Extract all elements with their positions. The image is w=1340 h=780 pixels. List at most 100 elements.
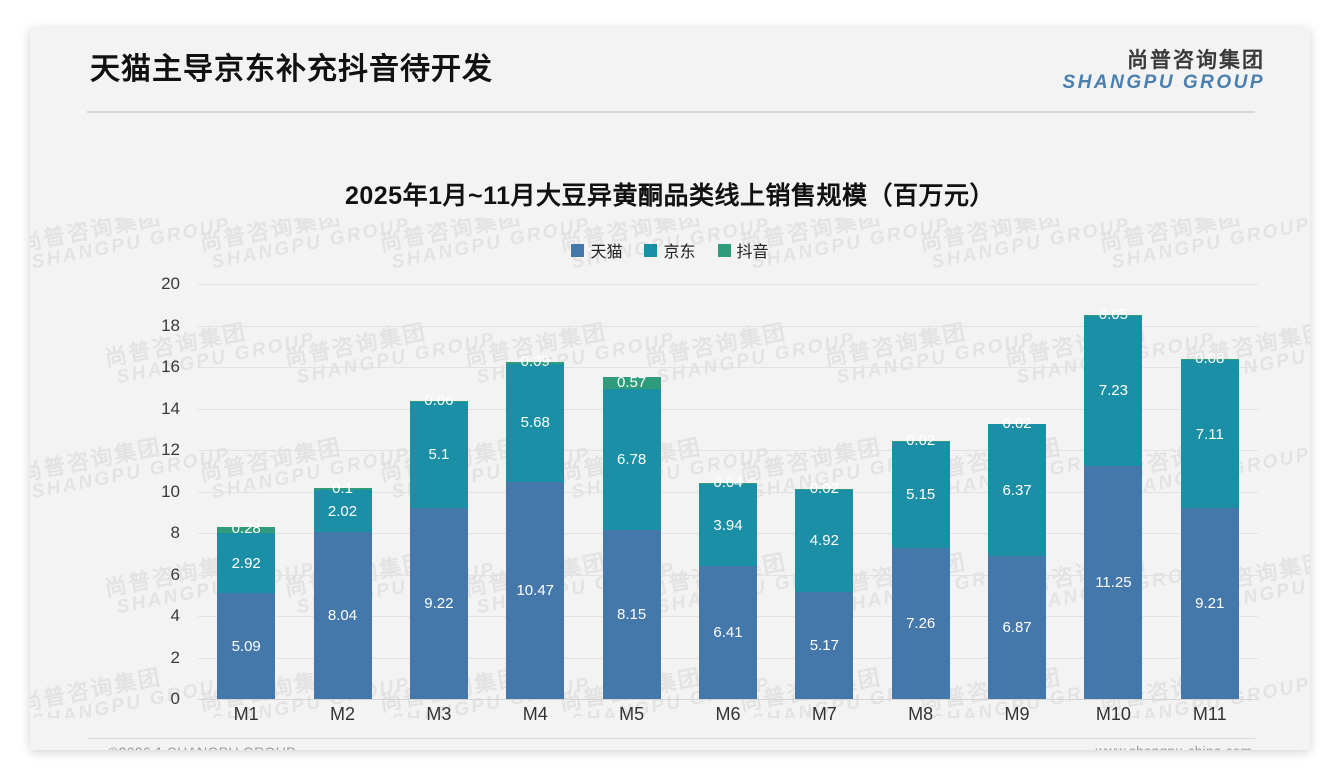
- bar-segment-天猫[interactable]: 7.26: [891, 548, 950, 699]
- brand-logo: 尚普咨询集团 SHANGPU GROUP: [1062, 49, 1265, 94]
- bar-segment-抖音[interactable]: 0.57: [602, 373, 661, 391]
- y-axis-tick: 2: [170, 647, 180, 667]
- bar-segment-天猫[interactable]: 8.15: [602, 529, 661, 699]
- bar-segment-京东[interactable]: 5.68: [506, 363, 565, 482]
- bar-column[interactable]: 0.1 2.02 8.04: [313, 284, 372, 699]
- x-axis-label: M1: [233, 704, 259, 724]
- legend-label: 京东: [663, 244, 696, 261]
- bar-segment-京东[interactable]: 3.94: [698, 484, 757, 566]
- bar-segment-京东[interactable]: 6.78: [602, 389, 661, 530]
- x-axis-label: M10: [1095, 704, 1131, 724]
- y-axis-tick: 6: [170, 564, 180, 584]
- bar-segment-京东[interactable]: 2.92: [217, 532, 276, 594]
- bar-column[interactable]: 0.08 7.11 9.21: [1180, 284, 1239, 699]
- footer-divider: [87, 738, 1255, 739]
- x-axis-label: M9: [1004, 704, 1030, 724]
- bar-segment-天猫[interactable]: 9.21: [1180, 507, 1239, 699]
- footer-copyright: ©2026.1 SHANGPU GROUP: [108, 744, 296, 750]
- bar-column[interactable]: 0.57 6.78 8.15: [602, 284, 661, 699]
- gridline: [198, 325, 1258, 327]
- y-axis-tick: 10: [161, 481, 180, 501]
- bar-value-label: 5.15: [906, 486, 936, 504]
- chart-title: 2025年1月~11月大豆异黄酮品类线上销售规模（百万元）: [344, 182, 996, 210]
- bar-column[interactable]: 0.06 5.1 9.22: [409, 284, 468, 699]
- bar-column[interactable]: 0.28 2.92 5.09: [217, 284, 276, 699]
- bar-value-label: 0.57: [617, 373, 647, 391]
- bar-segment-京东[interactable]: 5.15: [891, 441, 950, 549]
- legend-item-抖音[interactable]: 抖音: [717, 238, 769, 262]
- bar-value-label: 4.92: [809, 532, 839, 550]
- y-axis-tick: 18: [161, 315, 180, 335]
- legend-label: 天猫: [590, 244, 623, 261]
- bar-column[interactable]: 0.09 5.68 10.47: [506, 284, 565, 699]
- y-axis-tick: 0: [170, 689, 180, 708]
- bar-segment-天猫[interactable]: 6.87: [988, 556, 1047, 699]
- slide-header: 天猫主导京东补充抖音待开发 尚普咨询集团 SHANGPU GROUP: [30, 28, 1310, 113]
- plot-area: 0.28 2.92 5.09 0.1 2.02 8.04 0.06 5.1 9.22 0.09 5.…: [198, 284, 1258, 700]
- bar-value-label: 9.22: [424, 594, 454, 612]
- bar-value-label: 8.04: [327, 607, 358, 625]
- y-axis-tick: 14: [161, 398, 180, 418]
- bar-segment-京东[interactable]: 7.23: [1084, 315, 1143, 466]
- x-axis-label: M7: [811, 704, 837, 724]
- bar-segment-京东[interactable]: 4.92: [795, 489, 854, 592]
- legend-swatch-icon: [571, 243, 585, 257]
- x-axis-label: M8: [908, 704, 934, 724]
- bar-column[interactable]: 0.02 5.15 7.26: [891, 284, 950, 699]
- bar-column[interactable]: 0.02 4.92 5.17: [795, 284, 854, 699]
- logo-english-text: SHANGPU GROUP: [1062, 72, 1265, 94]
- bar-column[interactable]: 0.02 6.37 6.87: [988, 284, 1047, 699]
- bar-segment-京东[interactable]: 7.11: [1180, 360, 1239, 508]
- bar-segment-天猫[interactable]: 6.41: [698, 566, 757, 699]
- gridline: [198, 450, 1258, 451]
- x-axis-label: M2: [330, 704, 356, 724]
- bar-value-label: 6.87: [1002, 619, 1032, 637]
- bar-series-group: 0.28 2.92 5.09 0.1 2.02 8.04 0.06 5.1 9.22 0.09 5.…: [198, 284, 1258, 699]
- bar-segment-天猫[interactable]: 5.09: [217, 593, 276, 699]
- chart-container: 尚普咨询集团 SHANGPU GROUP 尚普咨询集团 SHANGPU GROUP 尚普…: [30, 218, 1310, 724]
- y-axis-tick: 16: [161, 357, 180, 376]
- footer-website: www.shangpu-china.com: [1096, 744, 1252, 750]
- bar-segment-京东[interactable]: 2.02: [313, 490, 372, 533]
- x-axis-label: M11: [1192, 704, 1227, 724]
- bar-segment-天猫[interactable]: 9.22: [409, 507, 468, 699]
- page-title: 天猫主导京东补充抖音待开发: [90, 53, 493, 86]
- bar-segment-天猫[interactable]: 5.17: [795, 591, 854, 699]
- legend-item-天猫[interactable]: 天猫: [571, 238, 622, 262]
- chart-legend: 天猫 京东 抖音: [30, 238, 1310, 262]
- x-axis-label: M5: [619, 704, 645, 724]
- legend-label: 抖音: [736, 244, 769, 261]
- bar-column[interactable]: 0.04 3.94 6.41: [698, 284, 757, 699]
- bar-value-label: 2.92: [231, 554, 261, 572]
- legend-swatch-icon: [644, 243, 658, 257]
- bar-value-label: 5.1: [428, 446, 450, 464]
- bar-value-label: 6.78: [617, 451, 647, 469]
- bar-segment-京东[interactable]: 6.37: [988, 424, 1047, 557]
- bar-segment-天猫[interactable]: 8.04: [313, 532, 372, 699]
- gridline: [198, 699, 1258, 700]
- header-divider: [87, 111, 1255, 113]
- y-axis-tick: 4: [170, 606, 180, 625]
- bar-value-label: 5.68: [520, 414, 550, 432]
- bar-value-label: 7.26: [906, 615, 936, 633]
- bar-segment-天猫[interactable]: 11.25: [1084, 465, 1143, 699]
- x-axis-label: M6: [715, 704, 741, 724]
- bar-segment-天猫[interactable]: 10.47: [506, 481, 565, 699]
- legend-item-京东[interactable]: 京东: [644, 238, 696, 262]
- bar-segment-京东[interactable]: 5.1: [409, 401, 468, 508]
- x-axis-label: M4: [522, 704, 548, 724]
- bar-value-label: 9.21: [1195, 594, 1225, 612]
- y-axis-tick: 8: [170, 523, 180, 542]
- bar-value-label: 8.15: [617, 605, 647, 623]
- bar-value-label: 10.47: [516, 581, 555, 599]
- gridline: [198, 408, 1258, 410]
- logo-chinese-text: 尚普咨询集团: [1127, 49, 1265, 72]
- bar-column[interactable]: 0.05 7.23 11.25: [1084, 284, 1143, 699]
- y-axis-tick: 20: [161, 274, 180, 293]
- slide-canvas: 天猫主导京东补充抖音待开发 尚普咨询集团 SHANGPU GROUP 2025年…: [30, 28, 1310, 750]
- bar-value-label: 5.17: [809, 636, 839, 654]
- gridline: [198, 284, 1258, 285]
- bar-value-label: 2.02: [327, 502, 358, 520]
- bar-value-label: 11.25: [1095, 573, 1132, 591]
- bar-value-label: 7.11: [1195, 425, 1224, 443]
